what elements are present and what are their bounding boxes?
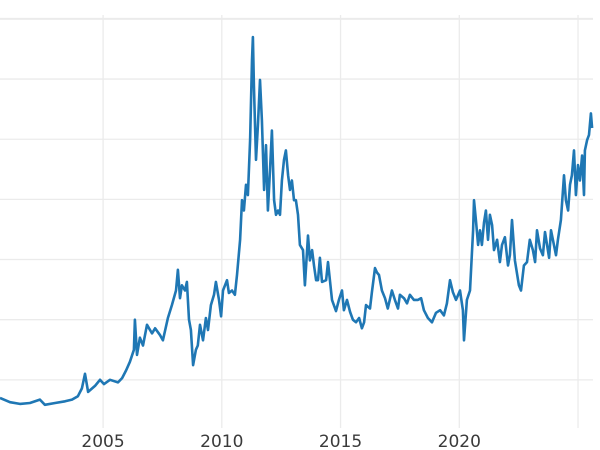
series-line xyxy=(0,35,594,407)
series-layer xyxy=(0,35,594,407)
x-tick-label: 2020 xyxy=(438,432,481,450)
x-tick-label: 2005 xyxy=(81,432,124,450)
x-axis-ticks: 2005 2010 2015 2020 xyxy=(81,432,480,450)
x-tick-label: 2015 xyxy=(319,432,362,450)
x-tick-label: 2010 xyxy=(200,432,243,450)
gridlines xyxy=(0,15,593,428)
